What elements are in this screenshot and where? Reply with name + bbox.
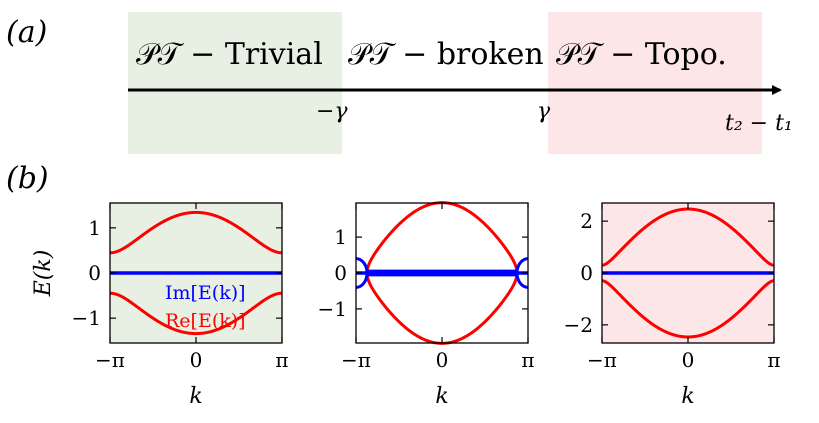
band-im-loop-upper bbox=[356, 257, 528, 273]
x-axis-label: k bbox=[681, 384, 694, 409]
region-broken-label: 𝒫𝒯 − broken bbox=[348, 37, 544, 72]
y-tick-label: 0 bbox=[334, 261, 347, 285]
region-topo-bg bbox=[548, 12, 762, 154]
x-tick-label: π bbox=[275, 348, 288, 372]
x-tick-label: −π bbox=[587, 348, 617, 372]
x-tick-label: π bbox=[521, 348, 534, 372]
panel-label-b: (b) bbox=[6, 161, 49, 196]
y-tick-label: 1 bbox=[334, 225, 347, 249]
y-tick-label: 2 bbox=[580, 209, 593, 233]
x-tick-label: 0 bbox=[436, 348, 449, 372]
band-re-upper bbox=[601, 207, 775, 267]
phase-diagram: (a) 𝒫𝒯 − Trivial 𝒫𝒯 − broken 𝒫𝒯 − Topo. … bbox=[6, 12, 793, 154]
y-tick-label: −1 bbox=[72, 306, 101, 330]
y-tick-label: 0 bbox=[580, 261, 593, 285]
band-re-upper bbox=[109, 210, 283, 255]
threshold-neg-gamma: −γ bbox=[316, 99, 348, 124]
y-tick-label: −2 bbox=[564, 313, 593, 337]
x-axis-label: k bbox=[189, 384, 202, 409]
x-axis-label: k bbox=[435, 384, 448, 409]
band-re-lower bbox=[109, 291, 283, 336]
region-trivial-bg bbox=[128, 12, 342, 154]
region-trivial-label: 𝒫𝒯 − Trivial bbox=[136, 37, 323, 72]
phase-axis-label: t₂ − t₁ bbox=[725, 111, 793, 136]
y-tick-label: −1 bbox=[318, 297, 347, 321]
x-tick-label: 0 bbox=[190, 348, 203, 372]
x-tick-label: −π bbox=[341, 348, 371, 372]
x-tick-label: 0 bbox=[682, 348, 695, 372]
threshold-pos-gamma: γ bbox=[537, 99, 551, 124]
band-im-loop-lower bbox=[356, 273, 528, 289]
panel-label-a: (a) bbox=[6, 15, 47, 50]
y-tick-label: 0 bbox=[88, 261, 101, 285]
region-topo-label: 𝒫𝒯 − Topo. bbox=[556, 37, 727, 72]
band-re-lower bbox=[601, 279, 775, 339]
x-tick-label: −π bbox=[95, 348, 125, 372]
band-plot-trivial: −π 0 π 1 0 −1 k E(k) bbox=[31, 202, 289, 409]
band-plot-topological: −π 0 π 2 0 −2 k bbox=[564, 202, 781, 409]
legend-im: Im[E(k)] bbox=[165, 282, 246, 304]
y-tick-label: 1 bbox=[88, 216, 101, 240]
x-tick-label: π bbox=[767, 348, 780, 372]
band-plot-broken: −π 0 π 1 0 −1 k bbox=[318, 201, 535, 409]
legend-re: Re[E(k)] bbox=[165, 310, 246, 332]
y-axis-label: E(k) bbox=[31, 250, 56, 298]
